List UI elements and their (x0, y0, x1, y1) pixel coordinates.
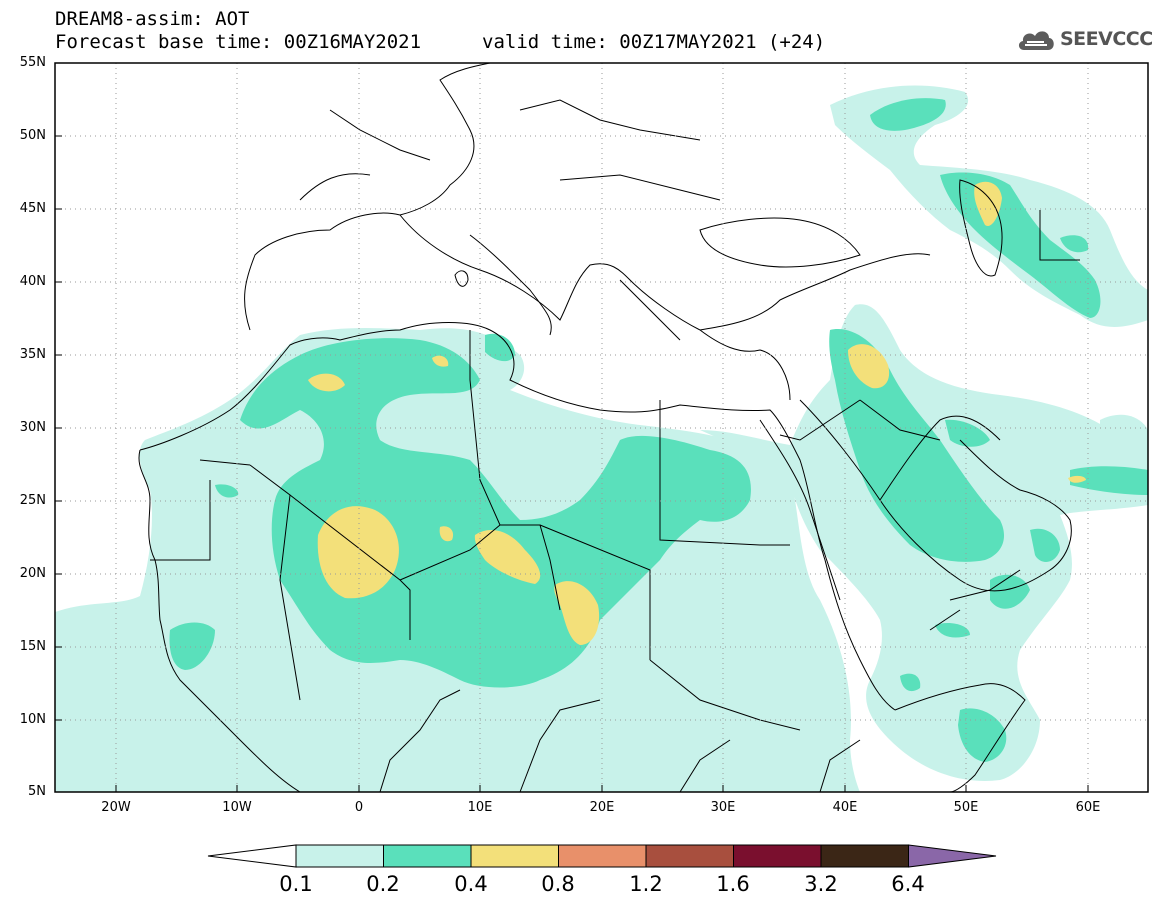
lat-label-35n: 35N (19, 347, 46, 362)
coastlines (138, 63, 1080, 792)
colorbar-label-3.2: 3.2 (804, 872, 838, 896)
gridlines (55, 63, 1148, 792)
colorbar-label-0.8: 0.8 (541, 872, 575, 896)
map-frame (54, 62, 1149, 793)
valid-time: valid time: 00Z17MAY2021 (+24) (482, 31, 826, 53)
seevccc-logo: SEEVCCC (1016, 22, 1153, 56)
colorbar-label-0.1: 0.1 (279, 872, 313, 896)
cloud-logo-icon (1018, 31, 1054, 50)
aot-shading (55, 85, 1148, 792)
lon-label-50e: 50E (953, 800, 979, 815)
colorbar-segment (383, 844, 472, 868)
lon-label-60e: 60E (1075, 800, 1101, 815)
colorbar-segment (733, 844, 822, 868)
lon-label-30e: 30E (710, 800, 736, 815)
lat-label-40n: 40N (19, 274, 46, 289)
colorbar-label-1.2: 1.2 (629, 872, 663, 896)
forecast-base-time: Forecast base time: 00Z16MAY2021 (55, 31, 422, 53)
logo-text: SEEVCCC (1060, 28, 1153, 50)
colorbar-arrow-low (207, 844, 297, 868)
lat-label-55n: 55N (19, 55, 46, 70)
colorbar-segment (820, 844, 909, 868)
lat-label-25n: 25N (19, 493, 46, 508)
colorbar-label-0.2: 0.2 (366, 872, 400, 896)
lon-label-0: 0 (354, 800, 364, 815)
lat-label-50n: 50N (19, 128, 46, 143)
lat-label-30n: 30N (19, 420, 46, 435)
colorbar-label-0.4: 0.4 (454, 872, 488, 896)
colorbar-segment (645, 844, 734, 868)
lat-label-10n: 10N (19, 712, 46, 727)
lat-label-20n: 20N (19, 566, 46, 581)
lat-label-45n: 45N (19, 201, 46, 216)
lon-label-20w: 20W (101, 800, 131, 815)
map-title: DREAM8-assim: AOT (55, 8, 250, 30)
lat-label-15n: 15N (19, 639, 46, 654)
colorbar-label-1.6: 1.6 (716, 872, 750, 896)
aot-level-0.4 (308, 181, 1086, 645)
colorbar-arrow-high (908, 844, 997, 868)
colorbar-segment (470, 844, 559, 868)
lat-label-5n: 5N (28, 784, 46, 799)
lon-label-10w: 10W (222, 800, 252, 815)
colorbar-segment (295, 844, 384, 868)
colorbar-segment (558, 844, 647, 868)
lon-label-20e: 20E (589, 800, 615, 815)
colorbar-label-6.4: 6.4 (891, 872, 925, 896)
colorbar (207, 844, 997, 868)
lon-label-40e: 40E (832, 800, 858, 815)
lon-label-10e: 10E (467, 800, 493, 815)
